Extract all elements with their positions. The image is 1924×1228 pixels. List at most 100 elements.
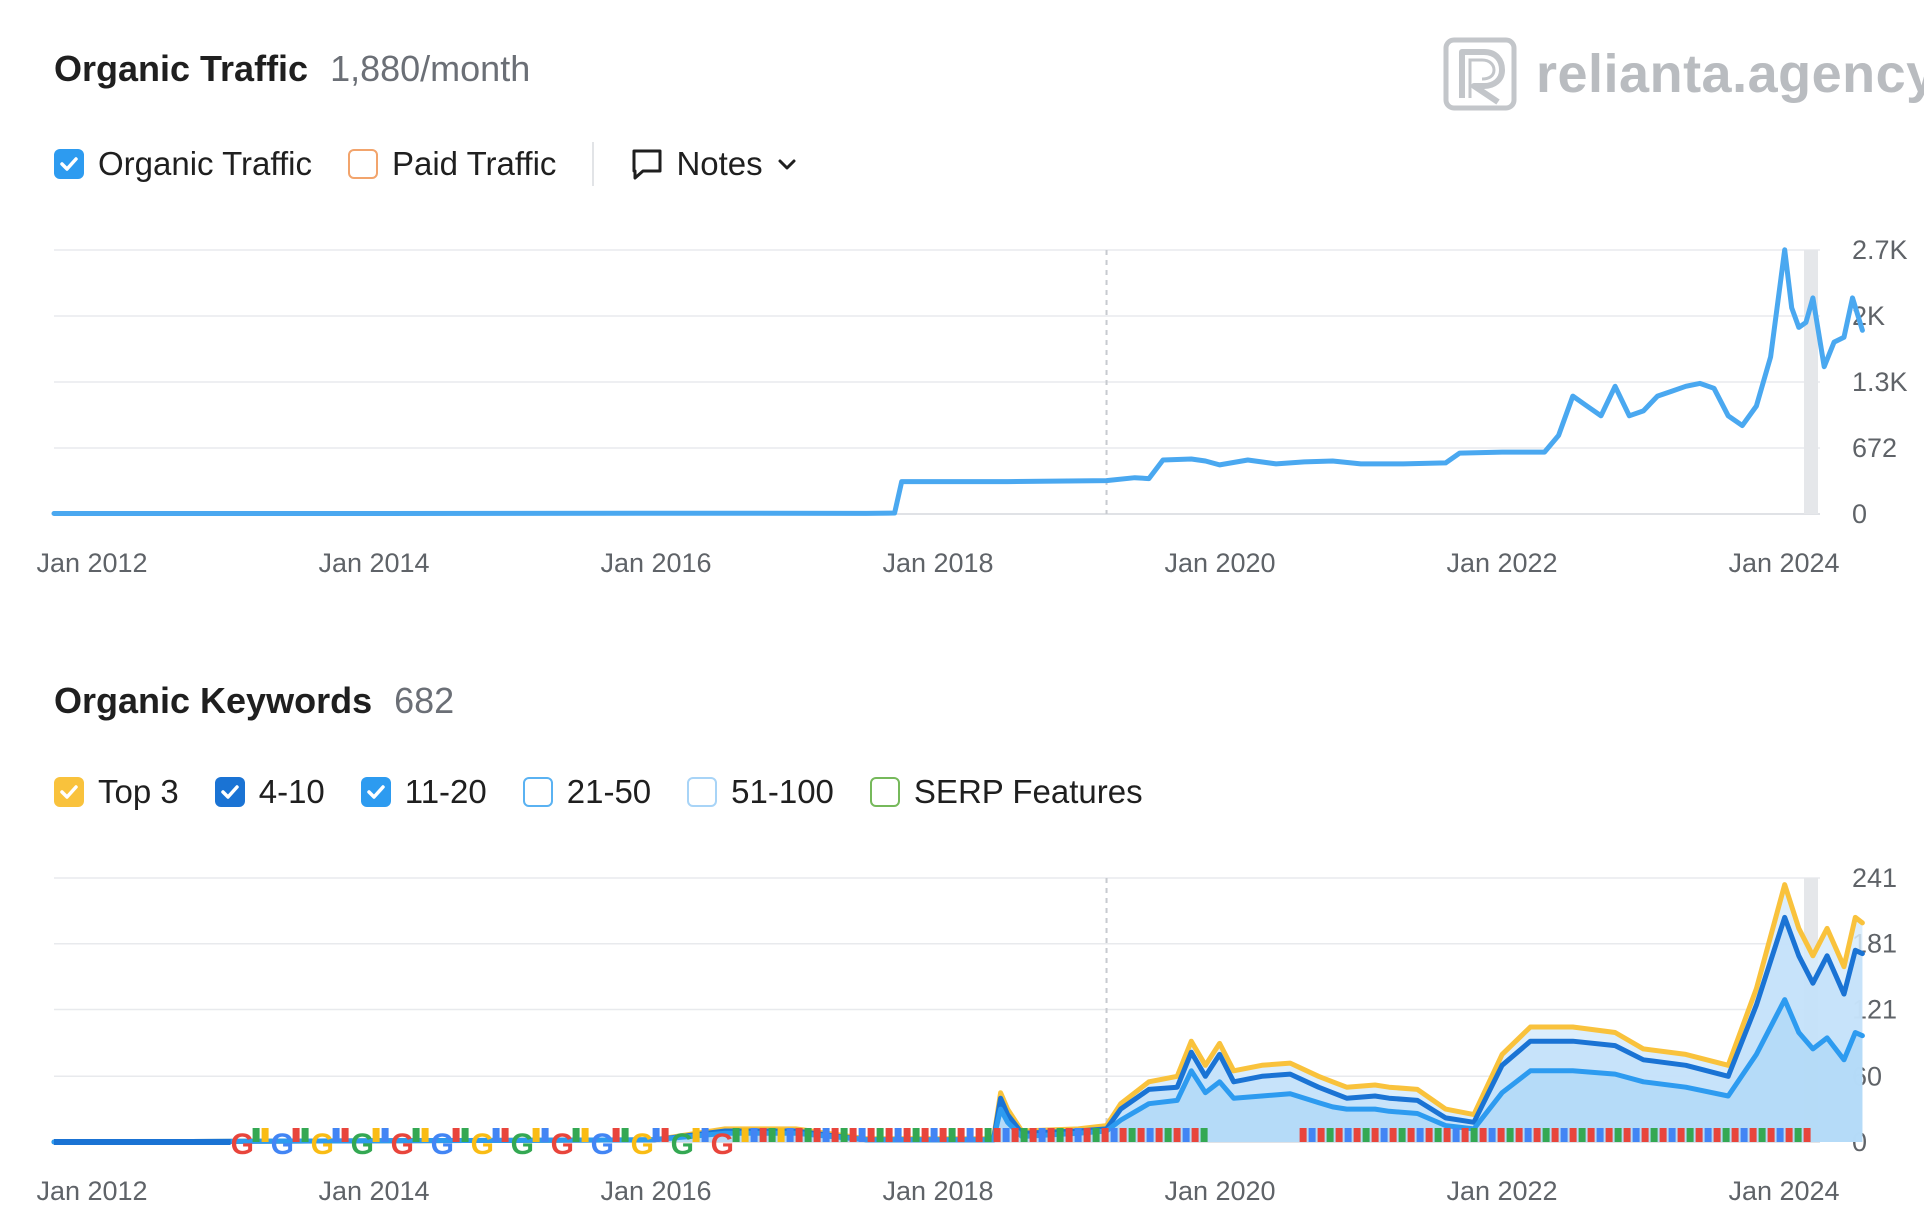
organic-traffic-checkbox[interactable] [54,149,84,179]
legend-paid-traffic[interactable]: Paid Traffic [347,145,556,183]
serp-feature-marker: G [511,1128,534,1161]
x-tick-label: Jan 2024 [1728,548,1839,578]
series-area-11-20 [54,999,1863,1142]
serp-feature-marker [1659,1128,1667,1142]
serp-feature-marker [1749,1128,1757,1142]
serp-feature-marker: G [351,1128,374,1161]
traffic-title: Organic Traffic [54,48,309,89]
serp-feature-marker: G [391,1128,414,1161]
serp-feature-marker: G [631,1128,654,1161]
serp-feature-marker [301,1128,309,1142]
serp-feature-marker [1092,1128,1100,1142]
serp-feature-marker: G [711,1128,734,1161]
serp-feature-marker [1065,1128,1073,1142]
serp-feature-marker [1002,1128,1010,1142]
serp-feature-marker [957,1128,965,1142]
serp-feature-marker [1047,1128,1055,1142]
serp-feature-marker [1443,1128,1451,1142]
serp-feature-marker [1686,1128,1694,1142]
legend-top-3[interactable]: Top 3 [54,773,179,811]
serp-feature-marker [1560,1128,1568,1142]
legend-organic-traffic[interactable]: Organic Traffic [54,145,312,183]
serp-feature-marker [1416,1128,1424,1142]
21-50-checkbox[interactable] [522,777,553,807]
keywords-legend: Top 3 4-10 11-20 21-50 51-100 SERP Featu… [54,770,1179,814]
serp-feature-marker [1776,1128,1784,1142]
serp-feature-marker [1533,1128,1541,1142]
y-tick-label: 2.7K [1852,235,1908,265]
serp-feature-marker [822,1128,830,1142]
serp-feature-marker: G [231,1128,254,1161]
serp-feature-marker [1515,1128,1523,1142]
serp-features-checkbox[interactable] [869,777,900,807]
comment-icon [632,149,662,180]
serp-feature-marker [813,1128,821,1142]
serp-feature-marker [1020,1128,1028,1142]
paid-traffic-checkbox[interactable] [347,149,378,179]
serp-feature-marker: G [551,1128,574,1161]
serp-feature-marker [1551,1128,1559,1142]
serp-feature-marker: G [591,1128,614,1161]
serp-feature-marker [1155,1128,1163,1142]
serp-feature-marker [692,1128,700,1142]
notes-label: Notes [676,145,763,182]
notes-dropdown[interactable]: Notes [630,145,798,183]
4-10-checkbox[interactable] [214,777,245,807]
serp-feature-marker [948,1128,956,1142]
serp-feature-marker [894,1128,902,1142]
51-100-label: 51-100 [731,773,834,810]
serp-feature-marker [252,1128,260,1142]
serp-feature-marker [993,1128,1001,1142]
check-icon [220,785,239,799]
serp-feature-marker [1713,1128,1721,1142]
legend-11-20[interactable]: 11-20 [360,773,487,811]
legend-51-100[interactable]: 51-100 [687,773,834,811]
x-tick-label: Jan 2012 [36,548,147,578]
serp-feature-marker [1110,1128,1118,1142]
legend-4-10[interactable]: 4-10 [214,773,325,811]
serp-feature-marker [1452,1128,1460,1142]
serp-feature-marker [1371,1128,1379,1142]
11-20-checkbox[interactable] [360,777,391,807]
serp-feature-marker [1038,1128,1046,1142]
serp-feature-marker [1407,1128,1415,1142]
serp-feature-marker [1101,1128,1109,1142]
serp-feature-marker [1605,1128,1613,1142]
serp-feature-marker [1353,1128,1361,1142]
serp-feature-marker [966,1128,974,1142]
serp-feature-marker [261,1128,269,1142]
serp-feature-marker [1164,1128,1172,1142]
legend-divider [592,142,595,186]
serp-feature-marker [1137,1128,1145,1142]
serp-feature-marker [1488,1128,1496,1142]
serp-feature-marker [912,1128,920,1142]
serp-feature-marker [1578,1128,1586,1142]
serp-feature-marker [621,1128,629,1142]
serp-feature-marker [804,1128,812,1142]
x-tick-label: Jan 2024 [1728,1176,1839,1206]
serp-feature-marker [421,1128,429,1142]
serp-feature-marker [1461,1128,1469,1142]
51-100-checkbox[interactable] [687,777,718,807]
serp-feature-marker [1146,1128,1154,1142]
serp-feature-marker [532,1128,540,1142]
serp-feature-marker [975,1128,983,1142]
serp-feature-marker [1011,1128,1019,1142]
serp-feature-marker [1794,1128,1802,1142]
serp-feature-marker [1704,1128,1712,1142]
legend-21-50[interactable]: 21-50 [522,773,651,811]
serp-feature-marker [1668,1128,1676,1142]
serp-feature-marker [1398,1128,1406,1142]
chevron-down-icon [778,159,796,170]
serp-feature-marker [831,1128,839,1142]
top-3-label: Top 3 [98,773,179,810]
legend-serp-features[interactable]: SERP Features [869,773,1143,811]
top-3-checkbox[interactable] [54,777,84,807]
serp-feature-marker [412,1128,420,1142]
x-tick-label: Jan 2018 [882,548,993,578]
serp-feature-marker [292,1128,300,1142]
serp-feature-marker: G [671,1128,694,1161]
serp-feature-marker [921,1128,929,1142]
